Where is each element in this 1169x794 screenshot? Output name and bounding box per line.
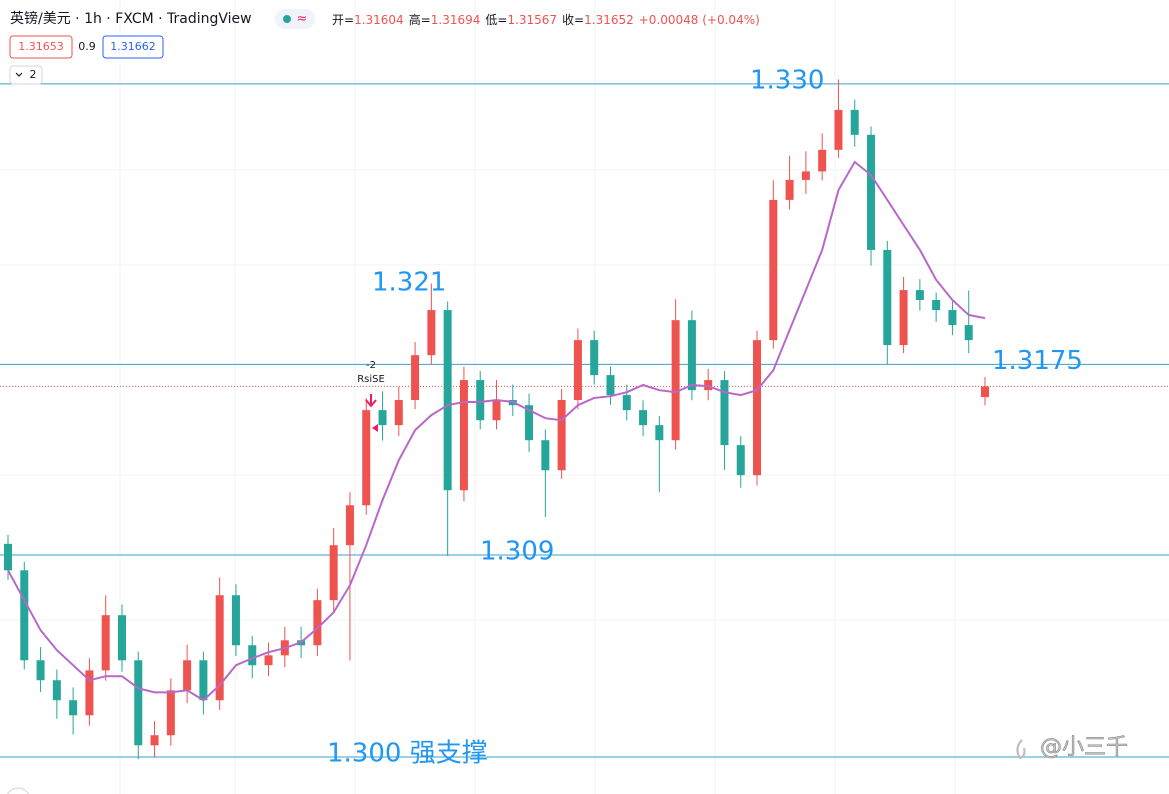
- candle-body: [4, 543, 12, 571]
- candle-body: [801, 171, 810, 180]
- candle-body: [753, 340, 762, 476]
- candle-body: [378, 410, 387, 426]
- candle-body: [687, 320, 696, 391]
- ohlc-value: 1.31604: [354, 13, 404, 27]
- candle-body: [345, 505, 354, 546]
- ohlc-value: 1.31694: [431, 13, 481, 27]
- ohlc-value: 1.31652: [584, 13, 634, 27]
- candle-body: [313, 600, 322, 646]
- candle-body: [557, 400, 566, 471]
- candle-body: [36, 660, 45, 681]
- candle-body: [166, 690, 175, 736]
- signal-marker: [372, 424, 378, 432]
- level-label: 1.309: [480, 537, 554, 567]
- candle-body: [85, 670, 94, 716]
- candle-body: [264, 655, 273, 666]
- signal-arrow: [365, 394, 377, 408]
- candle-body: [981, 386, 989, 398]
- candle-body: [443, 310, 452, 491]
- header: 英镑/美元 · 1h · FXCM · TradingView ≈ 开=1.31…: [9, 9, 760, 85]
- candle-body: [964, 325, 973, 341]
- candle-body: [769, 199, 778, 341]
- candle-body: [948, 310, 957, 326]
- candle-body: [655, 425, 664, 441]
- candle-body: [915, 290, 924, 300]
- collapsed-count: 2: [30, 68, 37, 81]
- ohlc-change: +0.00048 (+0.04%): [639, 13, 760, 27]
- spread: 0.9: [78, 40, 96, 53]
- candle-body: [215, 595, 224, 701]
- signal-count: -2: [366, 360, 376, 371]
- buy-price: 1.31662: [110, 40, 156, 53]
- signal: -2 RsiSE: [357, 360, 385, 432]
- candle-body: [590, 340, 599, 376]
- plot: 1.330 1.321 1.3175 1.309 1.300 强支撑: [0, 65, 1169, 768]
- candle-body: [411, 355, 420, 401]
- candle-body: [525, 405, 534, 441]
- buy-button[interactable]: [102, 35, 164, 59]
- level-label: 1.330: [750, 65, 824, 95]
- moving-average: [7, 160, 986, 702]
- candle-body: [248, 645, 257, 666]
- candle-body: [671, 320, 680, 441]
- candle-body: [818, 149, 827, 172]
- chevron-icon: [15, 72, 23, 77]
- candle-body: [492, 400, 501, 421]
- ohlc-label: 高=: [409, 12, 431, 27]
- candle-body: [329, 545, 338, 601]
- candle-body: [736, 445, 745, 476]
- sell-price: 1.31653: [18, 40, 64, 53]
- collapse-button[interactable]: [9, 65, 43, 85]
- candle-body: [199, 660, 208, 701]
- candle-body: [785, 179, 794, 200]
- symbol-title: 英镑/美元 · 1h · FXCM · TradingView: [10, 10, 252, 27]
- candle-body: [362, 410, 371, 506]
- status-dot: [283, 15, 291, 23]
- ohlc-label: 低=: [485, 13, 507, 27]
- ohlc-label: 开=: [332, 13, 354, 27]
- candle-body: [476, 380, 485, 421]
- candle-body: [20, 570, 29, 661]
- candle-body: [899, 290, 908, 346]
- candle-body: [231, 595, 240, 646]
- candle-body: [883, 249, 892, 346]
- watermark: @小三千: [6, 735, 1128, 794]
- level-label: 1.321: [372, 267, 446, 297]
- candle-body: [867, 134, 876, 250]
- candle-body: [622, 395, 631, 411]
- candle-body: [720, 380, 729, 446]
- candle-body: [69, 700, 78, 716]
- candle-body: [459, 380, 468, 491]
- candle-body: [117, 615, 126, 661]
- candle-body: [183, 660, 192, 691]
- candle-body: [394, 400, 403, 426]
- candle-body: [541, 440, 550, 471]
- candle-body: [134, 660, 143, 746]
- candle-body: [850, 109, 859, 135]
- candle-body: [834, 109, 843, 150]
- watermark-icon: [1016, 739, 1026, 760]
- candle-body: [932, 299, 941, 311]
- watermark-text: @小三千: [1040, 735, 1128, 760]
- candle-body: [606, 375, 615, 396]
- sell-button[interactable]: [9, 35, 73, 59]
- candle-body: [101, 615, 110, 671]
- ohlc-label: 收=: [562, 13, 584, 27]
- candle-body: [639, 410, 648, 426]
- candle-body: [150, 735, 159, 746]
- ohlc-legend: 开=1.31604 高=1.31694 低=1.31567 收=1.31652 +0.0…: [332, 12, 760, 27]
- indicator-icon: ≈: [297, 12, 308, 27]
- indicator-pill[interactable]: [275, 9, 315, 29]
- candle-body: [573, 340, 582, 401]
- level-label: 1.300 强支撑: [327, 738, 488, 768]
- candle-body: [427, 310, 436, 356]
- ohlc-value: 1.31567: [507, 13, 557, 27]
- level-label: 1.3175: [992, 346, 1083, 376]
- corner-button[interactable]: [6, 787, 30, 794]
- candle-body: [52, 680, 61, 701]
- signal-name: RsiSE: [357, 374, 385, 385]
